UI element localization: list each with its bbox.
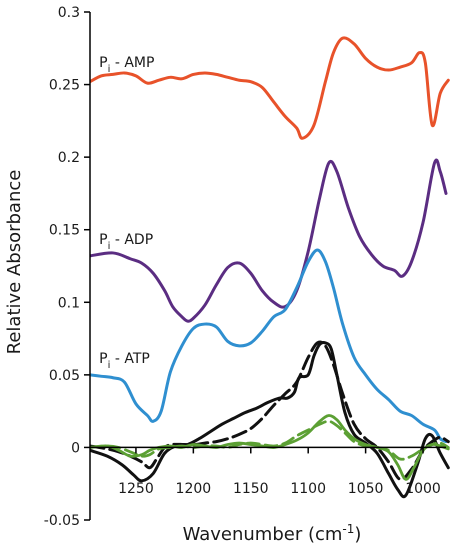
series-line-7 <box>90 419 450 461</box>
x-tick-label: 1100 <box>290 481 326 497</box>
x-tick-label: 1000 <box>405 481 441 497</box>
x-axis-title: Wavenumber (cm-1) <box>183 522 362 545</box>
series-line-2 <box>90 158 448 323</box>
series-line-1 <box>90 36 450 140</box>
y-tick-label: 0.1 <box>58 295 80 311</box>
y-tick-label: 0.25 <box>49 78 80 94</box>
y-tick-label: 0.3 <box>58 5 80 21</box>
plot-series-group <box>90 36 450 499</box>
series-label: Pi - ATP <box>99 351 150 371</box>
y-tick-label: -0.05 <box>44 513 80 529</box>
y-axis-title: Relative Absorbance <box>4 170 25 355</box>
series-line-3 <box>90 248 448 444</box>
series-label: Pi - ADP <box>99 232 153 252</box>
y-tick-label: 0 <box>71 440 80 456</box>
series-labels-group: Pi - AMP Pi - ADP Pi - ATP <box>99 55 154 371</box>
y-tick-label: 0.15 <box>49 223 80 239</box>
series-line-5 <box>90 340 450 481</box>
x-tick-label: 1250 <box>118 481 154 497</box>
x-tick-label: 1050 <box>348 481 384 497</box>
x-tick-label: 1200 <box>176 481 212 497</box>
axes-group: 0.3 0.25 0.2 0.15 0.1 0.05 0 -0.05 1250 1200 1150 1… <box>44 5 446 529</box>
x-tick-label: 1150 <box>233 481 269 497</box>
y-tick-label: 0.05 <box>49 368 80 384</box>
y-tick-label: 0.2 <box>58 150 80 166</box>
series-label: Pi - AMP <box>99 55 154 75</box>
